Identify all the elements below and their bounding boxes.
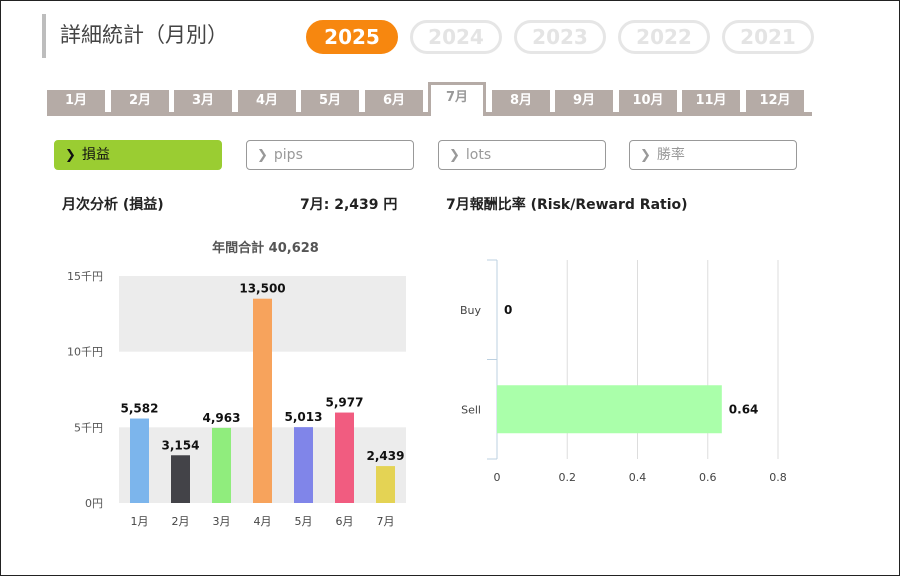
x-tick-label: 1月 xyxy=(131,515,149,528)
filter-profit-button[interactable]: ❯ 損益 xyxy=(54,140,222,170)
tab-month-1[interactable]: 1月 xyxy=(47,90,105,112)
monthly-analysis-title: 月次分析 (損益) xyxy=(62,197,164,213)
x-tick-label: 0 xyxy=(494,471,501,484)
tab-month-3[interactable]: 3月 xyxy=(174,90,232,112)
y-tick-label: 10千円 xyxy=(67,346,103,359)
x-tick-label: 0.8 xyxy=(769,471,787,484)
bar-value-label: 5,582 xyxy=(121,402,159,416)
tab-month-12[interactable]: 12月 xyxy=(746,90,804,112)
x-tick-label: 2月 xyxy=(172,515,190,528)
page-title: 詳細統計（月別） xyxy=(42,14,228,58)
current-month-total: 7月: 2,439 円 xyxy=(300,194,397,214)
chevron-right-icon: ❯ xyxy=(640,148,651,163)
risk-reward-title: 7月報酬比率 (Risk/Reward Ratio) xyxy=(446,197,688,213)
bar-value-label: 5,013 xyxy=(285,410,323,424)
bar xyxy=(130,418,149,503)
bar-value-label: 2,439 xyxy=(367,449,405,463)
year-button-2021[interactable]: 2021 xyxy=(722,20,814,54)
x-tick-label: 0.2 xyxy=(559,471,577,484)
y-tick-label: 0円 xyxy=(85,497,103,510)
bar-value-label: 0.64 xyxy=(729,402,759,416)
year-button-2023[interactable]: 2023 xyxy=(514,20,606,54)
year-button-2025[interactable]: 2025 xyxy=(306,20,398,54)
x-tick-label: 0.6 xyxy=(699,471,717,484)
x-tick-label: 7月 xyxy=(377,515,395,528)
y-tick-label: 15千円 xyxy=(67,270,103,283)
filter-label: lots xyxy=(465,147,492,163)
filter-pips-button[interactable]: ❯ pips xyxy=(246,140,414,170)
filter-label: pips xyxy=(273,147,303,163)
year-selector: 2025 2024 2023 2022 2021 xyxy=(306,20,814,54)
year-button-2024[interactable]: 2024 xyxy=(410,20,502,54)
tab-month-5[interactable]: 5月 xyxy=(301,90,359,112)
y-tick-label: Buy xyxy=(460,304,482,317)
bar xyxy=(171,455,190,503)
year-button-2022[interactable]: 2022 xyxy=(618,20,710,54)
current-month-value: 2,439 円 xyxy=(334,197,398,213)
filter-lots-button[interactable]: ❯ lots xyxy=(438,140,606,170)
tab-month-4[interactable]: 4月 xyxy=(238,90,296,112)
tab-month-7[interactable]: 7月 xyxy=(428,82,486,116)
x-tick-label: 0.4 xyxy=(629,471,647,484)
y-tick-label: 5千円 xyxy=(74,421,103,434)
tab-month-2[interactable]: 2月 xyxy=(111,90,169,112)
month-tabs: 1月 2月 3月 4月 5月 6月 7月 8月 9月 10月 11月 12月 xyxy=(47,82,812,116)
bar xyxy=(294,427,313,503)
chart-title: 年間合計 40,628 xyxy=(212,240,319,256)
bar xyxy=(335,412,354,503)
bar xyxy=(497,385,722,434)
tab-month-10[interactable]: 10月 xyxy=(619,90,677,112)
tab-month-8[interactable]: 8月 xyxy=(492,90,550,112)
bar-value-label: 4,963 xyxy=(203,411,241,425)
filter-label: 損益 xyxy=(81,147,110,163)
tab-month-6[interactable]: 6月 xyxy=(365,90,423,112)
chevron-right-icon: ❯ xyxy=(449,148,460,163)
x-tick-label: 6月 xyxy=(336,515,354,528)
bar xyxy=(376,466,395,503)
bar-value-label: 5,977 xyxy=(326,396,364,410)
x-tick-label: 4月 xyxy=(254,515,272,528)
bar-value-label: 3,154 xyxy=(162,438,200,452)
bar-value-label: 13,500 xyxy=(239,282,285,296)
bar xyxy=(212,427,231,503)
current-month-label: 7月: xyxy=(300,197,330,213)
y-tick-label: Sell xyxy=(461,403,481,416)
x-tick-label: 3月 xyxy=(213,515,231,528)
bar xyxy=(253,298,272,503)
tab-month-11[interactable]: 11月 xyxy=(682,90,740,112)
filter-label: 勝率 xyxy=(656,147,685,163)
chevron-right-icon: ❯ xyxy=(257,148,268,163)
tab-month-9[interactable]: 9月 xyxy=(555,90,613,112)
filter-winrate-button[interactable]: ❯ 勝率 xyxy=(629,140,797,170)
bar-value-label: 0 xyxy=(504,303,512,317)
chevron-right-icon: ❯ xyxy=(65,148,76,163)
x-tick-label: 5月 xyxy=(295,515,313,528)
